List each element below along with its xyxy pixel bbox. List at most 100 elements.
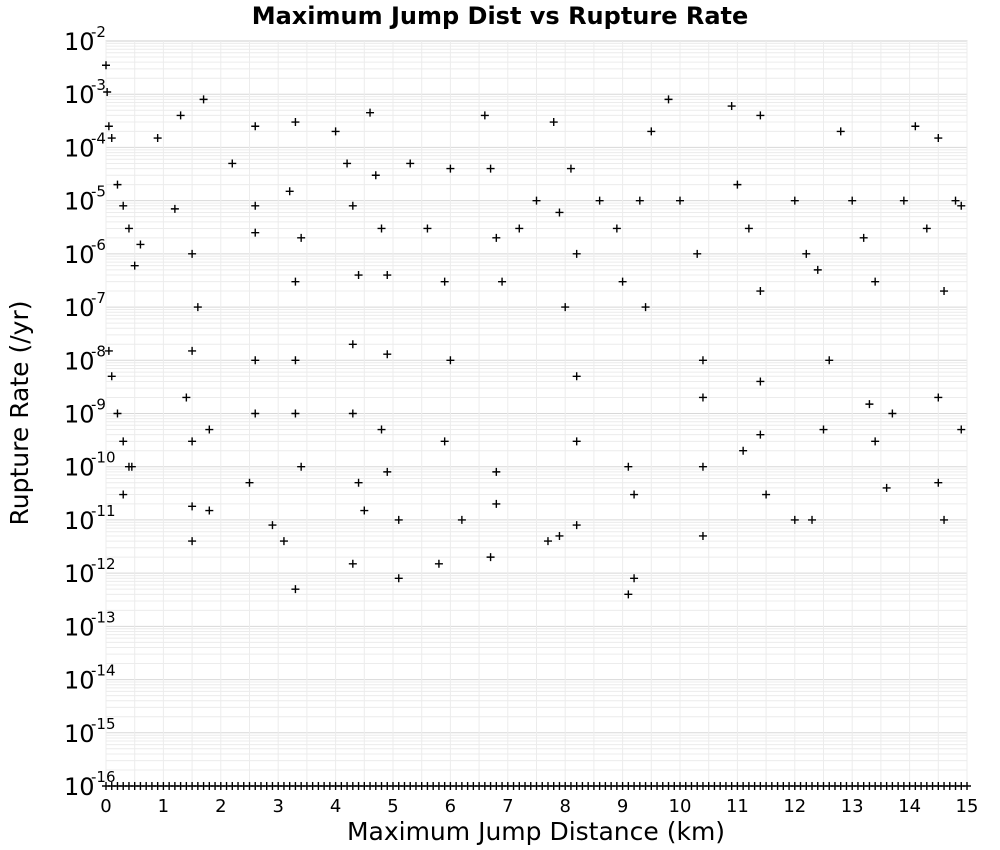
data-point bbox=[819, 425, 828, 434]
data-point bbox=[348, 340, 357, 349]
data-point bbox=[882, 483, 891, 492]
data-point bbox=[343, 159, 352, 168]
data-point bbox=[934, 478, 943, 487]
data-point bbox=[113, 180, 122, 189]
data-point bbox=[492, 467, 501, 476]
floor-markers bbox=[102, 782, 971, 790]
y-tick-label: 10 bbox=[64, 294, 95, 322]
data-point bbox=[888, 409, 897, 418]
data-point bbox=[808, 515, 817, 524]
data-point bbox=[802, 249, 811, 258]
data-point bbox=[291, 118, 300, 127]
x-tick-label: 1 bbox=[158, 796, 169, 817]
data-point bbox=[285, 187, 294, 196]
data-point bbox=[756, 111, 765, 120]
data-point bbox=[251, 228, 260, 237]
data-point bbox=[107, 372, 116, 381]
data-point bbox=[813, 265, 822, 274]
data-point bbox=[188, 437, 197, 446]
data-point bbox=[182, 393, 191, 402]
grid-lines bbox=[105, 41, 968, 787]
y-tick-label: 10 bbox=[64, 401, 95, 429]
y-tick-exponent: -16 bbox=[91, 768, 116, 786]
y-tick-label: 10 bbox=[64, 773, 95, 801]
data-point bbox=[899, 196, 908, 205]
y-tick-exponent: -5 bbox=[91, 183, 106, 201]
data-point bbox=[698, 393, 707, 402]
data-point bbox=[170, 204, 179, 213]
data-point bbox=[624, 590, 633, 599]
data-point bbox=[957, 201, 966, 210]
data-point bbox=[572, 437, 581, 446]
y-tick-label: 10 bbox=[64, 241, 95, 269]
data-point bbox=[727, 102, 736, 111]
data-point bbox=[940, 515, 949, 524]
data-point bbox=[825, 356, 834, 365]
y-axis-ticks: 10-210-310-410-510-610-710-810-910-1010-… bbox=[64, 23, 116, 801]
data-point bbox=[744, 224, 753, 233]
data-point bbox=[486, 553, 495, 562]
data-point bbox=[922, 224, 931, 233]
data-point bbox=[739, 446, 748, 455]
y-tick-exponent: -6 bbox=[91, 236, 106, 254]
data-point bbox=[572, 249, 581, 258]
y-tick-label: 10 bbox=[64, 134, 95, 162]
x-tick-label: 14 bbox=[898, 796, 921, 817]
data-point bbox=[371, 171, 380, 180]
y-tick-label: 10 bbox=[64, 720, 95, 748]
data-point bbox=[549, 118, 558, 127]
data-point bbox=[698, 531, 707, 540]
data-point bbox=[951, 196, 960, 205]
data-point bbox=[641, 303, 650, 312]
data-point bbox=[268, 521, 277, 530]
y-tick-label: 10 bbox=[64, 667, 95, 695]
y-tick-exponent: -12 bbox=[91, 555, 116, 573]
data-point bbox=[104, 346, 113, 355]
data-point bbox=[291, 585, 300, 594]
data-point bbox=[630, 574, 639, 583]
data-point bbox=[348, 409, 357, 418]
data-point bbox=[153, 134, 162, 143]
data-point bbox=[366, 108, 375, 117]
data-point bbox=[251, 356, 260, 365]
data-point bbox=[756, 377, 765, 386]
data-point bbox=[354, 478, 363, 487]
data-point bbox=[836, 127, 845, 136]
data-point bbox=[756, 287, 765, 296]
y-tick-label: 10 bbox=[64, 28, 95, 56]
data-point bbox=[647, 127, 656, 136]
data-point bbox=[176, 111, 185, 120]
data-point bbox=[492, 499, 501, 508]
data-point bbox=[934, 393, 943, 402]
data-point bbox=[130, 261, 139, 270]
data-point bbox=[104, 122, 113, 131]
x-axis-label: Maximum Jump Distance (km) bbox=[347, 817, 725, 846]
data-point bbox=[756, 430, 765, 439]
data-point bbox=[492, 233, 501, 242]
y-tick-exponent: -3 bbox=[91, 76, 106, 94]
data-point bbox=[348, 201, 357, 210]
data-point bbox=[394, 515, 403, 524]
data-point bbox=[561, 303, 570, 312]
data-point bbox=[515, 224, 524, 233]
data-point bbox=[251, 409, 260, 418]
data-point bbox=[188, 346, 197, 355]
y-tick-exponent: -11 bbox=[91, 502, 116, 520]
data-point bbox=[457, 515, 466, 524]
data-point bbox=[762, 490, 771, 499]
data-point bbox=[124, 224, 133, 233]
y-tick-exponent: -2 bbox=[91, 23, 106, 41]
x-tick-label: 7 bbox=[502, 796, 513, 817]
data-point bbox=[331, 127, 340, 136]
x-tick-label: 4 bbox=[330, 796, 341, 817]
x-tick-label: 12 bbox=[783, 796, 806, 817]
x-tick-label: 10 bbox=[669, 796, 692, 817]
data-point bbox=[291, 409, 300, 418]
data-point bbox=[383, 467, 392, 476]
data-point bbox=[911, 122, 920, 131]
data-point bbox=[423, 224, 432, 233]
data-point bbox=[251, 122, 260, 131]
data-point bbox=[698, 462, 707, 471]
chart-title: Maximum Jump Dist vs Rupture Rate bbox=[252, 2, 749, 30]
